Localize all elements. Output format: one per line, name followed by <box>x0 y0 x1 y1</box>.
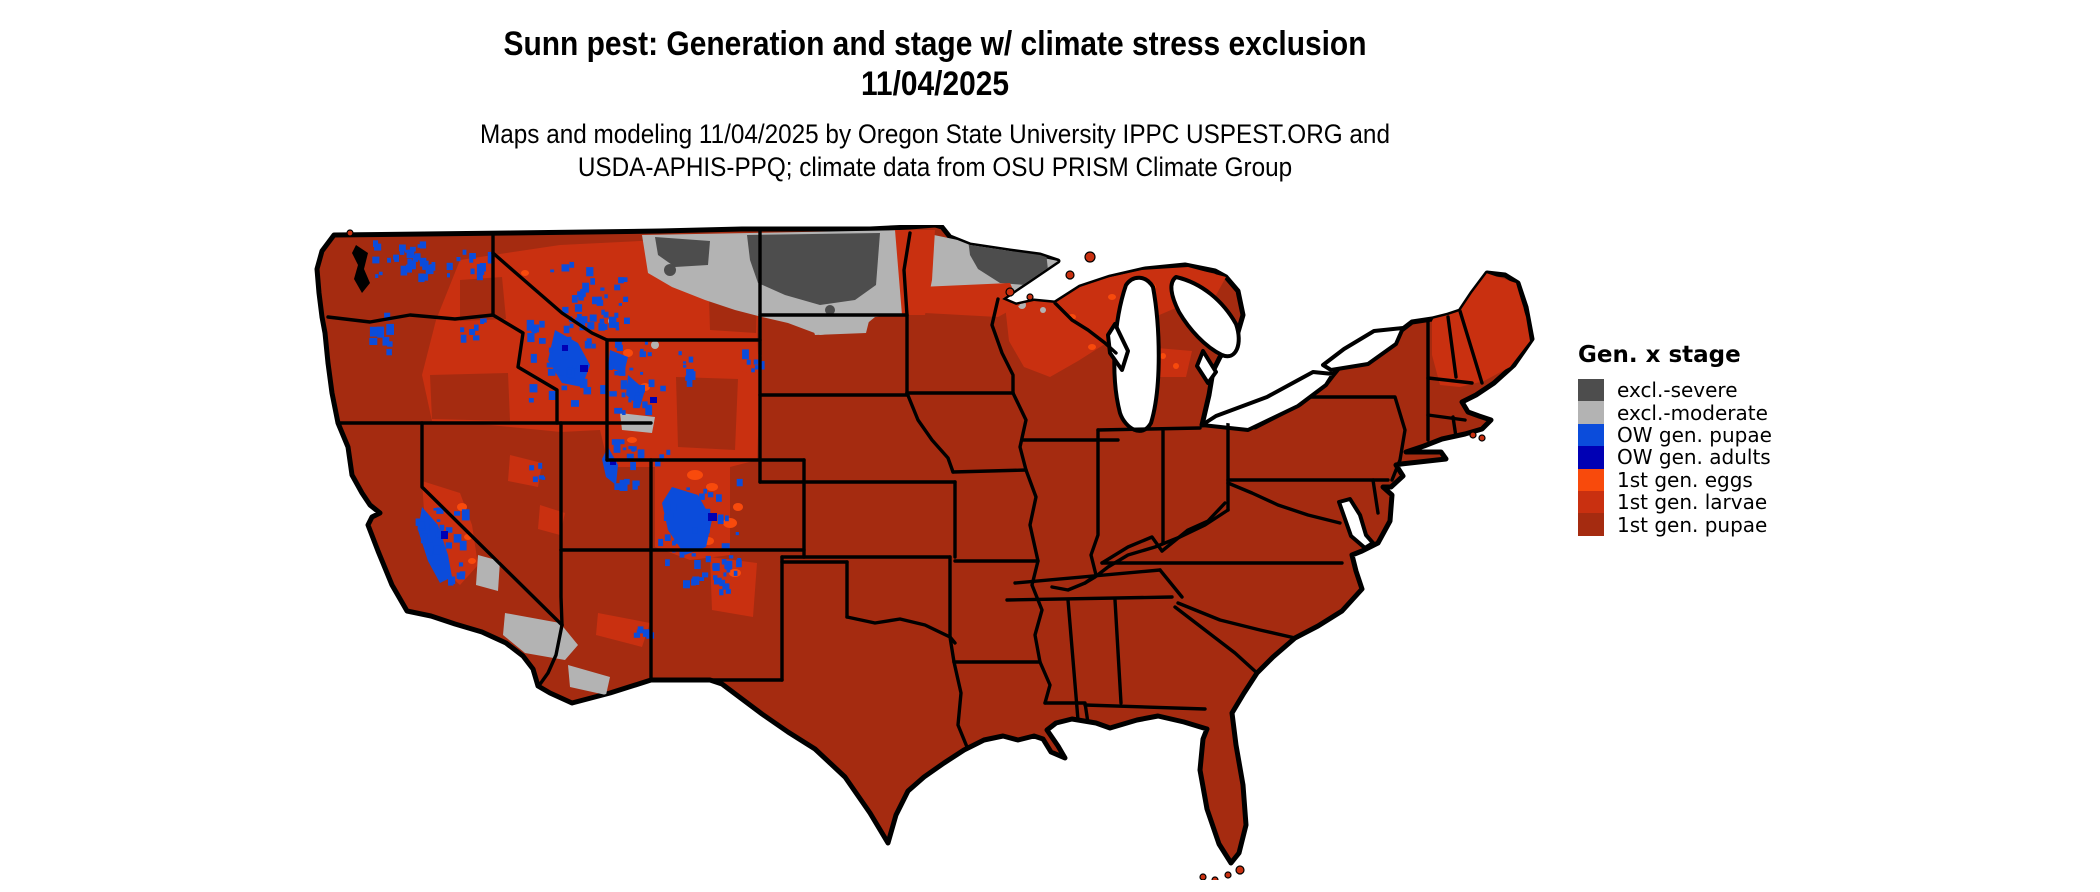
legend-item: 1st gen. eggs <box>1578 467 1878 492</box>
legend-label: excl.-severe <box>1617 378 1738 403</box>
lake-ontario <box>1321 326 1405 372</box>
conus-map-container <box>310 225 1560 884</box>
lake-erie <box>1200 370 1335 432</box>
legend-label: OW gen. adults <box>1617 445 1771 470</box>
legend-item: 1st gen. larvae <box>1578 490 1878 515</box>
legend-label: 1st gen. larvae <box>1617 490 1768 515</box>
figure-title: Sunn pest: Generation and stage w/ clima… <box>385 24 1485 104</box>
legend-swatch-ow-adults <box>1578 446 1604 469</box>
exclusion-severe-regions <box>655 233 1048 315</box>
legend-label: 1st gen. eggs <box>1617 467 1753 492</box>
legend-swatch-ow-pupae <box>1578 423 1604 447</box>
chesapeake-bay <box>1337 497 1375 550</box>
legend-label: 1st gen. pupae <box>1617 512 1768 537</box>
legend-label: excl.-moderate <box>1617 400 1768 425</box>
legend-swatch-larvae <box>1578 490 1604 514</box>
legend-label: OW gen. pupae <box>1617 422 1772 447</box>
saginaw-bay <box>1195 349 1218 385</box>
state-borders <box>326 229 1484 749</box>
conus-map <box>310 225 1560 884</box>
legend-swatch-excl-severe <box>1578 379 1604 402</box>
legend-item: OW gen. pupae <box>1578 422 1878 447</box>
legend-title: Gen. x stage <box>1578 342 1741 368</box>
legend-item: OW gen. adults <box>1578 445 1878 470</box>
subtitle-line-1: Maps and modeling 11/04/2025 by Oregon S… <box>480 119 1390 149</box>
legend-swatch-pupae <box>1578 513 1604 536</box>
legend-swatch-excl-moderate <box>1578 401 1604 424</box>
ow-adults-regions <box>441 345 717 539</box>
legend-item: excl.-moderate <box>1578 400 1878 425</box>
puget-sound <box>352 245 370 293</box>
title-line-2: 11/04/2025 <box>860 65 1010 103</box>
legend-item: 1st gen. pupae <box>1578 512 1878 537</box>
title-line-1: Sunn pest: Generation and stage w/ clima… <box>503 25 1367 63</box>
legend-item: excl.-severe <box>1578 378 1878 403</box>
legend: Gen. x stage excl.-severe excl.-moderate… <box>1578 342 1878 537</box>
figure-subtitle: Maps and modeling 11/04/2025 by Oregon S… <box>373 118 1498 184</box>
green-bay <box>1106 322 1130 372</box>
lake-huron <box>1169 275 1241 359</box>
subtitle-line-2: USDA-APHIS-PPQ; climate data from OSU PR… <box>577 152 1293 182</box>
legend-swatch-eggs <box>1578 468 1604 491</box>
great-lakes <box>1106 275 1405 550</box>
ow-pupae-speckles <box>369 240 765 639</box>
